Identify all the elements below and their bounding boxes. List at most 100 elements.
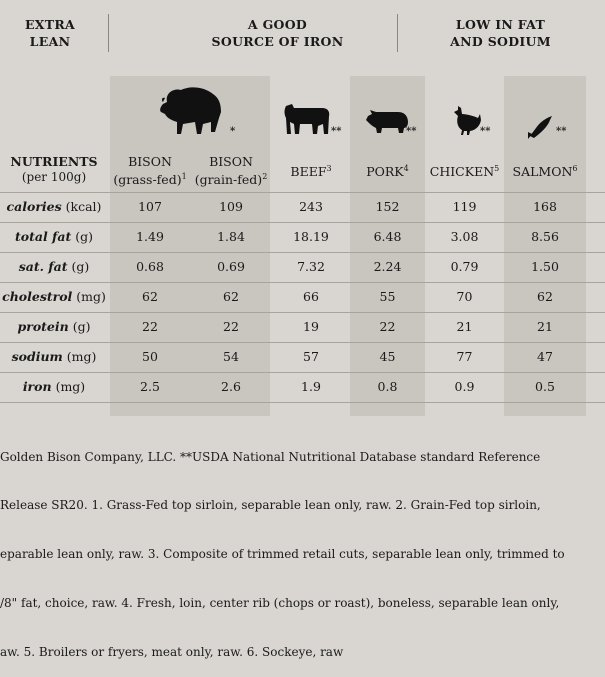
- table-cell: 0.5: [535, 379, 555, 394]
- col-bison-grain: BISON (grain-fed)2: [190, 154, 272, 187]
- nutrient-unit: (mg): [76, 289, 106, 304]
- group-header-low-fat: LOW IN FAT AND SODIUM: [418, 16, 583, 50]
- col-title: SALMON: [512, 164, 573, 180]
- table-row: calories (kcal) 107 109 243 152 119 168: [0, 192, 605, 222]
- nutrients-unit: (per 100g): [21, 170, 87, 184]
- table-cell: 19: [303, 319, 319, 334]
- col-title: CHICKEN: [429, 164, 495, 180]
- col-note: 2: [262, 172, 268, 181]
- chicken-icon: [454, 106, 481, 135]
- table-cell: 2.5: [140, 379, 160, 394]
- footnote-line: aw. 5. Broilers or fryers, meat only, ra…: [0, 645, 344, 660]
- group-header-extra-lean: EXTRA LEAN: [15, 16, 85, 50]
- group-header-line: EXTRA: [24, 17, 76, 32]
- row-label: iron (mg): [0, 379, 108, 394]
- row-label: total fat (g): [0, 229, 108, 244]
- table-cell: 22: [379, 319, 396, 334]
- col-title: BISON: [128, 154, 172, 169]
- nutrition-table: calories (kcal) 107 109 243 152 119 168 …: [0, 192, 605, 403]
- table-cell: 8.56: [531, 229, 559, 244]
- table-cell: 47: [537, 349, 553, 364]
- table-cell: 7.32: [297, 259, 325, 274]
- row-label: cholestrol (mg): [0, 289, 108, 304]
- col-salmon: SALMON6: [504, 161, 586, 179]
- col-subtitle: (grain-fed): [194, 172, 263, 188]
- table-cell: 45: [379, 349, 396, 364]
- nutrient-unit: (kcal): [65, 199, 102, 214]
- chicken-stars: **: [480, 126, 491, 137]
- table-cell: 21: [537, 319, 553, 334]
- table-cell: 22: [223, 319, 239, 334]
- nutrient-name: iron: [22, 379, 52, 394]
- nutrient-unit: (g): [75, 229, 94, 244]
- fish-icon: [528, 116, 552, 139]
- nutrient-name: protein: [17, 319, 69, 334]
- table-cell: 18.19: [293, 229, 329, 244]
- col-chicken: CHICKEN5: [425, 161, 504, 179]
- table-cell: 2.6: [221, 379, 241, 394]
- nutrient-unit: (mg): [55, 379, 86, 394]
- table-cell: 107: [138, 199, 162, 214]
- col-beef: BEEF3: [272, 161, 350, 179]
- bison-icon: [160, 87, 221, 134]
- row-label: calories (kcal): [0, 199, 108, 214]
- table-cell: 62: [537, 289, 553, 304]
- table-row: protein (g) 22 22 19 22 21 21: [0, 312, 605, 342]
- group-header-line: SOURCE OF IRON: [211, 34, 344, 49]
- col-title: BEEF: [290, 164, 327, 180]
- col-note: 3: [326, 164, 332, 173]
- group-header-line: LOW IN FAT: [455, 17, 546, 32]
- col-pork: PORK4: [350, 161, 425, 179]
- col-note: 6: [572, 164, 578, 173]
- col-subtitle: (grass-fed): [113, 172, 182, 188]
- col-note: 4: [403, 164, 409, 173]
- nutrient-name: total fat: [14, 229, 72, 244]
- pork-stars: **: [406, 126, 417, 137]
- salmon-column-band: [504, 76, 586, 416]
- col-note: 5: [494, 164, 500, 173]
- footnote-line: Golden Bison Company, LLC. **USDA Nation…: [0, 449, 541, 464]
- table-cell: 62: [142, 289, 158, 304]
- divider: [108, 14, 109, 52]
- table-cell: 1.50: [531, 259, 559, 274]
- table-cell: 152: [375, 199, 400, 214]
- table-cell: 2.24: [373, 259, 402, 274]
- table-cell: 21: [456, 319, 473, 334]
- table-row: total fat (g) 1.49 1.84 18.19 6.48 3.08 …: [0, 222, 605, 252]
- row-label: sodium (mg): [0, 349, 108, 364]
- table-cell: 0.79: [450, 259, 479, 274]
- table-cell: 70: [456, 289, 473, 304]
- table-cell: 57: [303, 349, 319, 364]
- table-cell: 0.9: [454, 379, 475, 394]
- row-label: sat. fat (g): [0, 259, 108, 274]
- table-cell: 54: [223, 349, 239, 364]
- table-cell: 1.84: [217, 229, 245, 244]
- table-cell: 22: [142, 319, 158, 334]
- table-cell: 168: [533, 199, 557, 214]
- table-cell: 77: [456, 349, 473, 364]
- nutrient-unit: (g): [71, 259, 90, 274]
- row-label: protein (g): [0, 319, 108, 334]
- nutrient-name: sodium: [11, 349, 63, 364]
- nutrient-unit: (mg): [66, 349, 97, 364]
- nutrients-title: NUTRIENTS: [10, 154, 98, 169]
- table-cell: 119: [452, 199, 477, 214]
- table-cell: 3.08: [450, 229, 479, 244]
- nutrients-header: NUTRIENTS (per 100g): [0, 154, 108, 185]
- pig-icon: [366, 110, 408, 133]
- footnote-line: eparable lean only, raw. 3. Composite of…: [0, 547, 565, 562]
- footnote: Golden Bison Company, LLC. **USDA Nation…: [0, 416, 605, 677]
- col-title: BISON: [209, 154, 253, 169]
- table-cell: 62: [223, 289, 239, 304]
- group-header-line: LEAN: [29, 34, 71, 49]
- bison-column-band: [110, 76, 270, 416]
- nutrient-name: calories: [6, 199, 62, 214]
- nutrient-unit: (g): [72, 319, 91, 334]
- pork-column-band: [350, 76, 425, 416]
- bison-stars: *: [230, 126, 236, 137]
- beef-stars: **: [331, 126, 342, 137]
- table-cell: 50: [142, 349, 158, 364]
- table-cell: 0.69: [217, 259, 245, 274]
- table-cell: 0.8: [377, 379, 398, 394]
- table-cell: 1.9: [301, 379, 321, 394]
